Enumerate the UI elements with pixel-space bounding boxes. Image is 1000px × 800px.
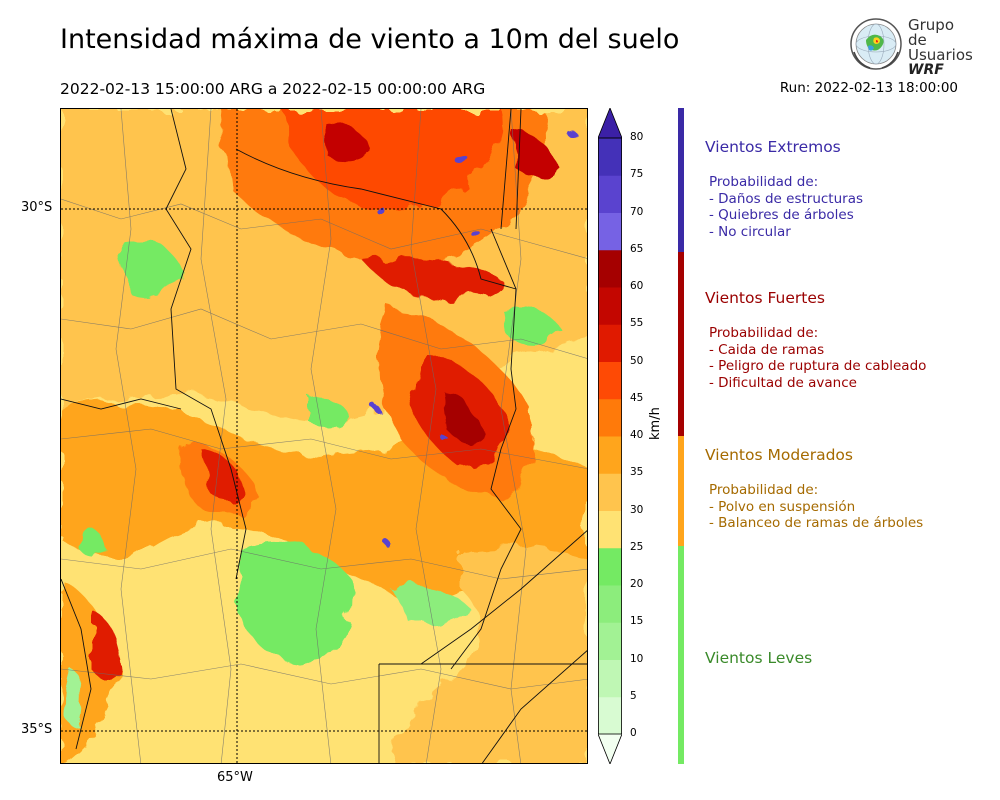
colorbar-frame	[598, 137, 622, 735]
colorbar-segment	[598, 622, 622, 660]
colorbar-tick-label: 35	[630, 466, 644, 479]
colorbar-tick-label: 40	[630, 429, 644, 441]
category-line: - Caida de ramas	[709, 341, 825, 358]
lat-label-30s: 30°S	[21, 200, 53, 215]
colorbar-segment	[598, 398, 622, 437]
category-line: - Dificultad de avance	[709, 374, 857, 391]
logo-line-2: Usuarios	[908, 46, 973, 64]
colorbar-segment	[598, 175, 622, 213]
run-time: Run: 2022-02-13 18:00:00	[779, 80, 958, 96]
logo-text: Grupo de Usuarios WRF	[908, 18, 973, 78]
colorbar-segment	[598, 436, 622, 474]
logo-line-1: Grupo de	[908, 16, 954, 49]
colorbar-segment	[598, 361, 622, 400]
colorbar-tick-label: 30	[630, 503, 644, 516]
colorbar-segment	[598, 659, 622, 698]
colorbar-tick-label: 20	[630, 578, 644, 590]
colorbar-tick-label: 80	[630, 131, 644, 143]
colorbar-tick-label: 70	[630, 205, 644, 218]
category-title: Vientos Extremos	[705, 138, 841, 156]
globe-icon	[850, 18, 902, 70]
colorbar-segment	[598, 212, 622, 251]
logo-line-3: WRF	[908, 62, 944, 78]
category-1: Vientos Extremos Probabilidad de: - Daños …	[705, 138, 863, 240]
colorbar-tick-label: 25	[630, 540, 644, 553]
category-2: Vientos Fuertes Probabilidad de: - Caida d…	[705, 289, 926, 391]
colorbar-segment	[598, 547, 622, 586]
colorbar-segment	[598, 324, 622, 362]
lon-label-65w: 65°W	[217, 770, 253, 785]
category-bar	[678, 252, 684, 436]
colorbar-tick-label: 0	[630, 727, 637, 739]
category-4: Vientos Leves	[705, 649, 812, 667]
colorbar-segment	[598, 138, 622, 176]
colorbar-tick-label: 45	[630, 391, 644, 404]
colorbar-tick-label: 5	[630, 689, 637, 702]
category-line: Probabilidad de:	[709, 482, 819, 498]
category-bar	[678, 436, 684, 546]
category-line: - No circular	[709, 223, 791, 240]
colorbar-tick-label: 65	[630, 242, 644, 255]
colorbar-tick-label: 15	[630, 615, 644, 628]
colorbar-tick-label: 55	[630, 317, 644, 330]
category-title: Vientos Fuertes	[705, 289, 825, 307]
lat-label-35s: 35°S	[21, 722, 53, 737]
logo: Grupo de Usuarios WRF	[848, 16, 973, 78]
colorbar-segment	[598, 249, 622, 288]
category-description: Probabilidad de: - Caida de ramas - Peligr…	[709, 325, 926, 391]
category-title: Vientos Moderados	[705, 446, 853, 464]
valid-period: 2022-02-13 15:00:00 ARG a 2022-02-15 00:…	[60, 80, 486, 98]
colorbar-segment	[598, 696, 622, 735]
colorbar-tick-label: 60	[630, 280, 644, 292]
colorbar-tick-label: 50	[630, 354, 644, 367]
colorbar-arrow-max	[598, 108, 622, 139]
category-bar	[678, 108, 684, 252]
colorbar-segment	[598, 473, 622, 511]
colorbar-segment	[598, 510, 622, 549]
colorbar-tick-label: 10	[630, 652, 644, 665]
colorbar-segment	[598, 287, 622, 325]
category-description: Probabilidad de: - Daños de estructuras - …	[709, 174, 863, 240]
wind-map	[60, 108, 588, 764]
category-line: - Peligro de ruptura de cableado	[709, 358, 927, 374]
category-description: Probabilidad de: - Polvo en suspensión - B…	[709, 482, 923, 532]
colorbar	[598, 108, 622, 764]
category-3: Vientos Moderados Probabilidad de: - Polvo…	[705, 446, 923, 532]
category-line: - Polvo en suspensión	[709, 498, 856, 515]
colorbar-segment	[598, 585, 622, 623]
category-line: - Quiebres de árboles	[709, 207, 854, 223]
category-line: - Balanceo de ramas de árboles	[709, 515, 924, 531]
category-title: Vientos Leves	[705, 649, 813, 667]
category-line: Probabilidad de:	[709, 325, 819, 341]
map-title: Intensidad máxima de viento a 10m del su…	[60, 24, 680, 55]
colorbar-unit: km/h	[648, 407, 663, 440]
wind-field	[61, 109, 587, 763]
category-line: - Daños de estructuras	[709, 190, 864, 207]
colorbar-arrow-min	[598, 733, 622, 764]
colorbar-tick-label: 75	[630, 168, 644, 181]
category-line: Probabilidad de:	[709, 174, 819, 190]
category-bar	[678, 546, 684, 764]
